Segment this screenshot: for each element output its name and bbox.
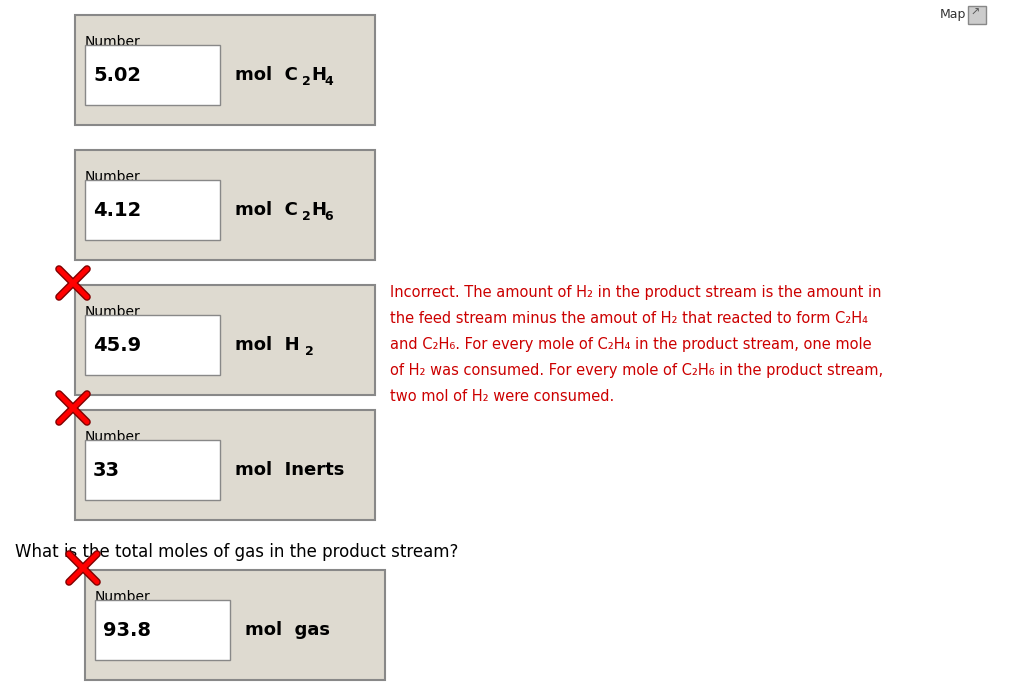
- Text: Number: Number: [85, 35, 140, 49]
- Text: 2: 2: [305, 345, 313, 357]
- Text: 2: 2: [302, 75, 310, 88]
- Text: mol  gas: mol gas: [245, 621, 330, 639]
- Text: Number: Number: [85, 170, 140, 184]
- Bar: [75, 150, 375, 260]
- Text: ↗: ↗: [970, 8, 979, 18]
- Bar: [85, 315, 220, 375]
- Bar: [85, 180, 220, 240]
- Text: 4: 4: [324, 75, 333, 88]
- Text: and C₂H₆. For every mole of C₂H₄ in the product stream, one mole: and C₂H₆. For every mole of C₂H₄ in the …: [390, 337, 871, 352]
- Text: 45.9: 45.9: [93, 336, 141, 354]
- Text: 93.8: 93.8: [103, 621, 151, 639]
- Text: mol  H: mol H: [234, 336, 300, 354]
- Text: 6: 6: [324, 209, 333, 223]
- Bar: [95, 600, 230, 660]
- Text: 2: 2: [302, 209, 310, 223]
- Text: What is the total moles of gas in the product stream?: What is the total moles of gas in the pr…: [15, 543, 459, 561]
- Text: 4.12: 4.12: [93, 200, 141, 220]
- Text: Incorrect. The amount of H₂ in the product stream is the amount in: Incorrect. The amount of H₂ in the produ…: [390, 285, 882, 300]
- Bar: [85, 45, 220, 105]
- Bar: [75, 285, 375, 395]
- Text: Number: Number: [95, 590, 151, 604]
- Bar: [968, 6, 986, 24]
- Text: two mol of H₂ were consumed.: two mol of H₂ were consumed.: [390, 389, 614, 404]
- Text: Map: Map: [940, 8, 967, 21]
- Bar: [75, 410, 375, 520]
- Text: 5.02: 5.02: [93, 66, 141, 84]
- Text: Number: Number: [85, 430, 140, 444]
- Bar: [75, 15, 375, 125]
- Bar: [85, 440, 220, 500]
- Text: H: H: [311, 201, 326, 219]
- Text: mol  C: mol C: [234, 66, 298, 84]
- Text: mol  Inerts: mol Inerts: [234, 461, 344, 479]
- Text: Number: Number: [85, 305, 140, 319]
- Bar: [85, 570, 385, 680]
- Text: of H₂ was consumed. For every mole of C₂H₆ in the product stream,: of H₂ was consumed. For every mole of C₂…: [390, 363, 883, 378]
- Text: 33: 33: [93, 460, 120, 480]
- Text: mol  C: mol C: [234, 201, 298, 219]
- Text: the feed stream minus the amout of H₂ that reacted to form C₂H₄: the feed stream minus the amout of H₂ th…: [390, 311, 868, 326]
- Text: H: H: [311, 66, 326, 84]
